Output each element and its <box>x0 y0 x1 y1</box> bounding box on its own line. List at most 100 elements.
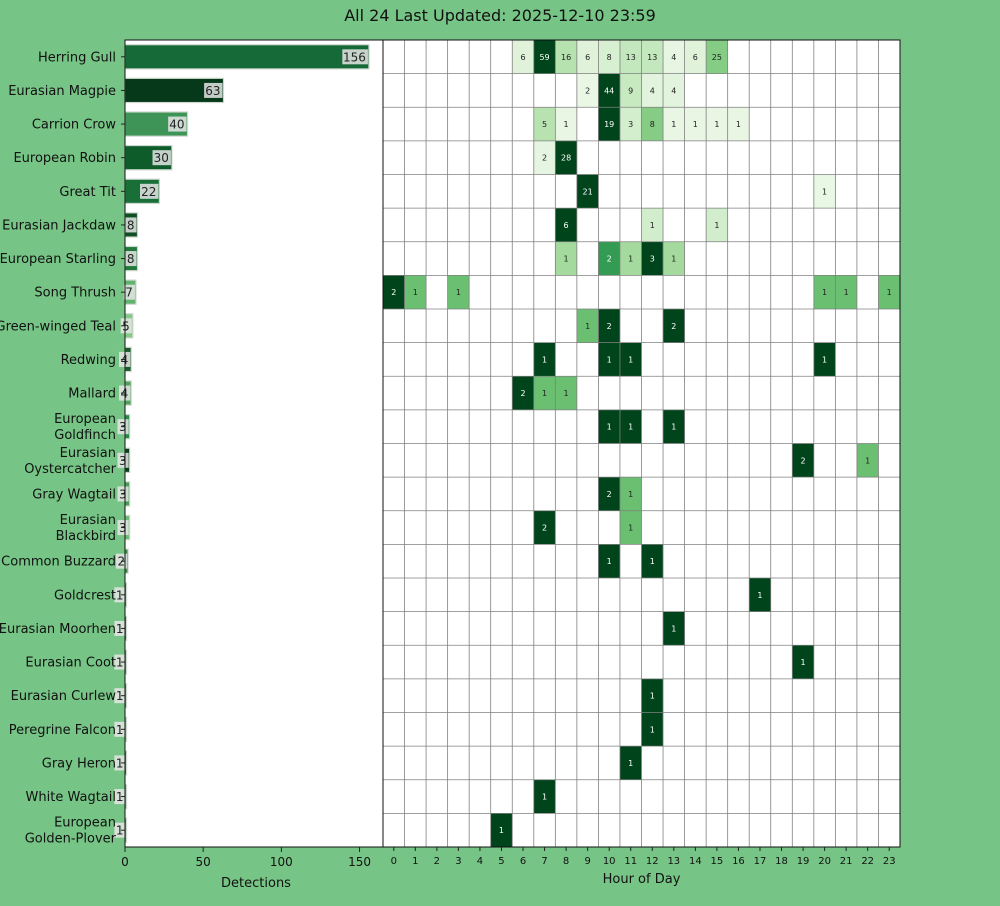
heatmap-cell-value: 1 <box>564 389 569 398</box>
heatmap-cell-value: 2 <box>607 322 612 331</box>
bar-panel-background <box>125 40 383 847</box>
heatmap-cell-value: 4 <box>671 86 676 95</box>
bar-value-box <box>342 49 368 65</box>
heatmap-cell-value: 2 <box>520 389 525 398</box>
heatmap-cell <box>576 40 599 74</box>
heatmap-cell <box>641 241 664 276</box>
bar-value-box <box>120 318 132 334</box>
hour-tick-label: 11 <box>624 856 637 867</box>
heatmap-cell <box>555 241 577 276</box>
heatmap-cell-value: 1 <box>671 120 676 129</box>
heatmap-cell-value: 1 <box>628 423 633 432</box>
bar-panel: 156 Herring Gull 63 Eurasian Magpie 40 Carrio… <box>0 39 384 891</box>
heatmap-cell <box>706 208 728 242</box>
x-tick-label: 0 <box>121 855 129 869</box>
heatmap-cell <box>663 611 685 646</box>
heatmap-cell-value: 6 <box>693 53 698 62</box>
bar-value-label: 63 <box>205 84 220 98</box>
hour-tick-label: 6 <box>520 856 526 867</box>
hour-tick-label: 23 <box>883 856 896 867</box>
bar-value-label: 40 <box>169 118 184 132</box>
bar-value-box <box>204 82 223 98</box>
heatmap-cell <box>555 376 577 410</box>
heatmap-cell <box>663 73 685 108</box>
heatmap-cell-value: 19 <box>604 120 614 129</box>
heatmap-cell-value: 1 <box>671 255 676 264</box>
heatmap-cell <box>598 342 620 377</box>
heatmap-cell-value: 13 <box>647 53 657 62</box>
heatmap-cell-value: 1 <box>822 355 827 364</box>
heatmap-cell-value: 1 <box>887 288 892 297</box>
heatmap-cell-value: 1 <box>607 423 612 432</box>
bar-value-box <box>114 721 126 737</box>
heatmap-cell-value: 2 <box>607 490 612 499</box>
heatmap-cell <box>576 73 599 108</box>
species-label: European Golden-Plover <box>25 816 117 847</box>
species-label: Eurasian Coot <box>25 656 116 671</box>
heatmap-frame <box>382 39 901 848</box>
heatmap-cell-value: 1 <box>564 120 569 129</box>
bar-value-box <box>114 654 126 670</box>
heatmap-cell <box>533 342 556 377</box>
heatmap-cell <box>598 241 620 276</box>
heatmap-cell <box>555 40 577 74</box>
heatmap-cell <box>663 107 685 141</box>
detection-bar <box>124 44 370 70</box>
species-label: Eurasian Moorhen <box>0 622 116 637</box>
heatmap-cell-value: 6 <box>564 221 569 230</box>
species-label: European Robin <box>13 151 116 166</box>
heatmap-cell <box>598 107 620 141</box>
heatmap-cell <box>619 746 642 780</box>
hour-tick-label: 4 <box>477 856 483 867</box>
heatmap-cell <box>619 510 642 545</box>
bar-value-label: 1 <box>116 588 124 602</box>
hour-tick-label: 15 <box>711 856 724 867</box>
heatmap-cell <box>598 409 620 444</box>
bar-value-label: 1 <box>116 790 124 804</box>
bar-value-label: 1 <box>116 622 124 636</box>
bar-value-label: 1 <box>116 689 124 703</box>
bar-value-label: 5 <box>122 319 130 333</box>
species-label: Goldcrest <box>54 588 116 603</box>
species-label: Redwing <box>61 353 116 368</box>
heatmap-cell <box>727 107 750 141</box>
heatmap-cell-value: 1 <box>542 793 547 802</box>
heatmap-cell <box>641 208 664 242</box>
heatmap-cell <box>619 73 642 108</box>
heatmap-cell-value: 25 <box>712 53 722 62</box>
species-label: Green-winged Teal <box>0 319 116 334</box>
heatmap-cell-value: 2 <box>801 456 806 465</box>
hour-tick-label: 2 <box>434 856 440 867</box>
bar-value-box <box>123 284 135 300</box>
species-label: Eurasian Blackbird <box>56 513 116 544</box>
bar-value-box <box>125 251 137 267</box>
species-label: Eurasian Oystercatcher <box>24 446 116 477</box>
heatmap-cell-value: 1 <box>822 288 827 297</box>
bar-value-label: 8 <box>127 252 135 266</box>
heatmap-cell <box>576 174 599 209</box>
heatmap-cell-value: 2 <box>542 524 547 533</box>
heatmap-cell <box>813 275 836 309</box>
bar-value-box <box>114 620 126 636</box>
heatmap-cell <box>619 342 642 377</box>
hour-tick-label: 13 <box>667 856 680 867</box>
bar-value-label: 1 <box>116 756 124 770</box>
heatmap-cell-value: 1 <box>714 120 719 129</box>
species-label: Eurasian Curlew <box>11 689 117 704</box>
heatmap-cell <box>512 40 534 74</box>
heatmap-cell-value: 8 <box>607 53 612 62</box>
heatmap-cell <box>835 275 857 309</box>
heatmap-cell <box>619 477 642 511</box>
heatmap-cell-value: 8 <box>650 120 655 129</box>
bar-value-label: 30 <box>154 151 169 165</box>
heatmap-cell-value: 1 <box>650 221 655 230</box>
heatmap-cell <box>663 241 685 276</box>
heatmap-cell <box>706 107 728 141</box>
heatmap-cell <box>555 140 577 175</box>
heatmap-cell-value: 1 <box>650 557 655 566</box>
heatmap-cell-value: 5 <box>542 120 547 129</box>
bar-value-label: 7 <box>125 286 133 300</box>
heatmap-cell <box>684 40 707 74</box>
x-tick-label: 50 <box>196 855 211 869</box>
heatmap-cell <box>706 40 728 74</box>
